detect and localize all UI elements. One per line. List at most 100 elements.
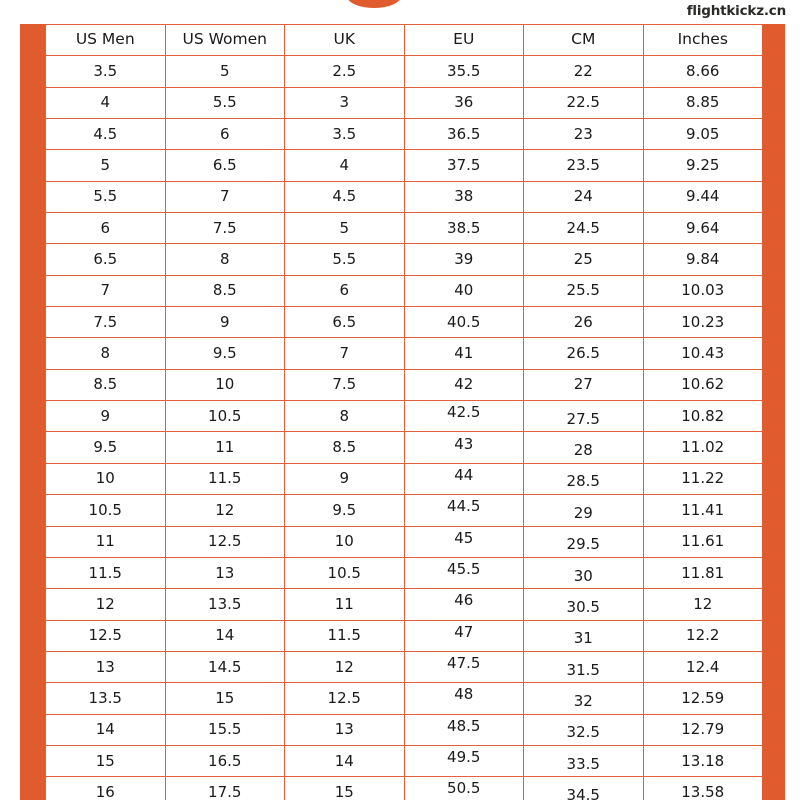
cell-eu: 43 [403,431,524,464]
cell-us-men: 10.5 [45,494,166,527]
cell-us-men: 6 [45,212,166,245]
cell-inches: 12.2 [642,619,762,652]
cell-uk: 11.5 [284,619,405,652]
table-row: 3.5 5 2.5 35.5 22 8.66 [45,55,762,88]
cell-uk: 4.5 [284,180,405,214]
cell-eu: 40.5 [403,306,524,339]
cell-uk: 7 [284,337,405,370]
cell-uk: 15 [284,776,405,800]
cell-uk: 8.5 [284,431,405,464]
shoe-size-conversion-table: US Men US Women UK EU CM Inches 3.5 5 2.5 35.5 22… [45,24,762,800]
cell-eu: 47 [403,619,524,652]
cell-uk: 9 [284,462,405,496]
cell-uk: 10.5 [284,556,405,590]
cell-cm: 22.5 [523,86,644,120]
cell-cm: 29.5 [523,525,644,558]
table-row: 8.5 10 7.5 42 27 10.62 [45,368,762,402]
cell-us-women: 11.5 [164,462,285,496]
cell-us-men: 15 [45,744,166,778]
cell-us-women: 6.5 [164,149,285,182]
cell-us-women: 10.5 [164,400,285,433]
cell-us-men: 8.5 [45,368,166,402]
cell-us-men: 5.5 [45,180,166,214]
table-row: 11 12.5 10 45 29.5 11.61 [45,525,762,558]
cell-us-women: 15 [164,682,285,715]
cell-eu: 35.5 [403,55,524,88]
watermark-text: flightkickz.cn [686,3,786,19]
column-header-uk: UK [284,24,405,57]
cell-eu: 36 [403,86,524,120]
cell-eu: 39 [403,243,524,276]
cell-us-men: 11 [45,525,166,558]
cell-cm: 30 [523,556,644,590]
table-row: 13.5 15 12.5 48 32 12.59 [45,682,762,715]
table-row: 4.5 6 3.5 36.5 23 9.05 [45,118,762,151]
cell-inches: 11.81 [642,556,762,590]
table-row: 5.5 7 4.5 38 24 9.44 [45,180,762,214]
cell-us-women: 17.5 [164,776,285,800]
table-row: 15 16.5 14 49.5 33.5 13.18 [45,744,762,778]
cell-us-men: 8 [45,337,166,370]
cell-us-women: 5 [164,55,285,88]
cell-us-men: 12 [45,588,166,621]
cell-eu: 38.5 [403,212,524,245]
cell-cm: 24 [523,180,644,214]
cell-inches: 9.25 [642,149,762,182]
cell-eu: 48 [403,682,524,715]
cell-cm: 23 [523,118,644,151]
table-row: 10.5 12 9.5 44.5 29 11.41 [45,494,762,527]
cell-us-women: 10 [164,368,285,402]
cell-cm: 27 [523,368,644,402]
cell-cm: 31 [523,619,644,652]
cell-cm: 28.5 [523,462,644,496]
cell-us-women: 7 [164,180,285,214]
cell-inches: 10.03 [642,274,762,308]
cell-uk: 9.5 [284,494,405,527]
cell-uk: 2.5 [284,55,405,88]
cell-uk: 10 [284,525,405,558]
cell-eu: 47.5 [403,650,524,684]
cell-eu: 48.5 [403,713,524,746]
cell-inches: 11.22 [642,462,762,496]
cell-us-men: 4.5 [45,118,166,151]
cell-us-women: 16.5 [164,744,285,778]
cell-cm: 23.5 [523,149,644,182]
cell-inches: 9.64 [642,212,762,245]
table-row: 12.5 14 11.5 47 31 12.2 [45,619,762,652]
column-header-us-women: US Women [164,24,285,57]
cell-uk: 5 [284,212,405,245]
cell-uk: 13 [284,713,405,746]
cell-inches: 9.84 [642,243,762,276]
table-row: 16 17.5 15 50.5 34.5 13.58 [45,776,762,800]
orange-arc-decoration [347,0,401,8]
table-header-row: US Men US Women UK EU CM Inches [45,24,762,57]
cell-cm: 26.5 [523,337,644,370]
cell-eu: 36.5 [403,118,524,151]
cell-us-men: 10 [45,462,166,496]
cell-eu: 37.5 [403,149,524,182]
cell-uk: 14 [284,744,405,778]
size-chart-table-container: US Men US Women UK EU CM Inches 3.5 5 2.5 35.5 22… [45,24,762,800]
cell-us-women: 12.5 [164,525,285,558]
cell-inches: 9.05 [642,118,762,151]
cell-cm: 28 [523,431,644,464]
cell-uk: 7.5 [284,368,405,402]
cell-uk: 11 [284,588,405,621]
cell-inches: 12.4 [642,650,762,684]
cell-us-women: 9 [164,306,285,339]
cell-us-men: 5 [45,149,166,182]
cell-us-men: 7.5 [45,306,166,339]
table-row: 9.5 11 8.5 43 28 11.02 [45,431,762,464]
cell-us-men: 4 [45,86,166,120]
cell-eu: 40 [403,274,524,308]
column-header-inches: Inches [642,24,762,57]
cell-us-men: 13 [45,650,166,684]
cell-us-women: 13.5 [164,588,285,621]
column-header-cm: CM [523,24,644,57]
cell-eu: 42.5 [403,400,524,433]
cell-us-men: 3.5 [45,55,166,88]
column-header-us-men: US Men [45,24,166,57]
cell-inches: 10.82 [642,400,762,433]
cell-us-men: 6.5 [45,243,166,276]
